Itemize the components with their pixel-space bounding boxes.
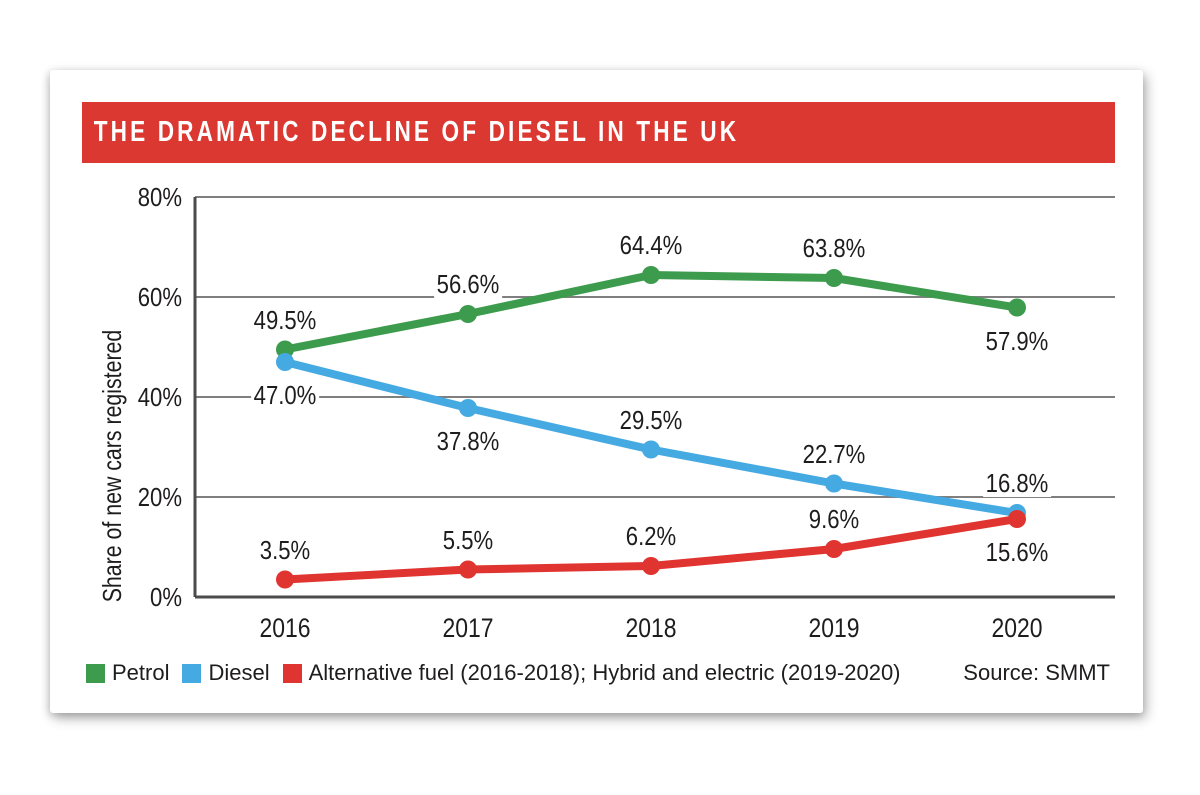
y-axis-title: Share of new cars registered [97,329,127,603]
data-label-diesel-2016: 47.0% [251,381,319,409]
legend-item-alt-fuel: Alternative fuel (2016-2018); Hybrid and… [282,660,901,686]
data-label-diesel-2018: 29.5% [617,405,685,434]
source-label: Source: SMMT [963,660,1110,685]
y-tick-label: 20% [137,482,182,512]
data-point-diesel-2017 [459,399,477,417]
x-tick-label: 2020 [991,613,1043,643]
data-label-alt-fuel-2016: 3.5% [257,535,313,564]
data-point-diesel-2016 [276,353,294,371]
data-label-petrol-2020: 57.9% [983,326,1051,355]
data-point-petrol-2017 [459,305,477,323]
legend: Petrol Diesel Alternative fuel (2016-201… [86,658,901,688]
plot-area: 0% 20% 40% 60% 80% 2016 2017 2018 2019 2020 49.5%… [50,70,1143,713]
legend-swatch-alt-fuel [282,663,302,683]
data-label-diesel-2017: 37.8% [434,427,502,455]
series-line-diesel [281,358,1021,517]
data-point-petrol-2018 [642,266,660,284]
data-point-alt-fuel-2018 [642,557,660,575]
data-label-petrol-2017: 56.6% [434,270,502,298]
data-label-petrol-2018: 64.4% [617,231,685,259]
data-point-alt-fuel-2016 [276,570,294,589]
chart-card: THE DRAMATIC DECLINE OF DIESEL IN THE UK… [50,70,1143,713]
y-tick-label: 40% [137,382,182,412]
data-point-alt-fuel-2020 [1008,510,1026,528]
legend-item-petrol: Petrol [86,660,169,686]
y-tick-label: 60% [137,282,182,312]
x-tick-label: 2017 [442,613,494,643]
series-line-petrol [281,271,1021,354]
data-label-alt-fuel-2017: 5.5% [440,525,496,554]
data-label-diesel-2019: 22.7% [800,439,868,468]
data-label-alt-fuel-2019: 9.6% [806,505,862,533]
page-title: THE DRAMATIC DECLINE OF DIESEL IN THE UK [93,116,740,148]
x-tick-label: 2019 [808,613,860,643]
data-label-diesel-2020: 16.8% [983,469,1051,497]
data-point-alt-fuel-2017 [459,560,477,579]
data-label-petrol-2016: 49.5% [251,305,319,334]
legend-swatch-diesel [182,663,202,683]
data-point-petrol-2019 [825,269,843,287]
legend-label-alt-fuel: Alternative fuel (2016-2018); Hybrid and… [308,660,901,685]
title-banner: THE DRAMATIC DECLINE OF DIESEL IN THE UK [82,102,1115,163]
data-point-alt-fuel-2019 [825,540,843,558]
data-point-diesel-2019 [825,474,843,493]
data-point-diesel-2018 [642,440,660,459]
data-point-petrol-2020 [1008,298,1026,317]
chart-canvas [193,196,1115,599]
legend-label-petrol: Petrol [112,660,170,685]
data-label-petrol-2019: 63.8% [800,234,868,262]
data-label-alt-fuel-2018: 6.2% [623,522,679,550]
legend-item-diesel: Diesel [182,660,270,686]
legend-swatch-petrol [86,663,105,683]
legend-label-diesel: Diesel [208,660,270,685]
data-label-alt-fuel-2020: 15.6% [983,538,1051,566]
y-tick-label: 80% [137,182,182,212]
x-tick-label: 2016 [259,613,311,643]
x-tick-label: 2018 [625,613,677,643]
y-tick-label: 0% [150,582,182,612]
data-point-petrol-2016 [276,340,294,359]
